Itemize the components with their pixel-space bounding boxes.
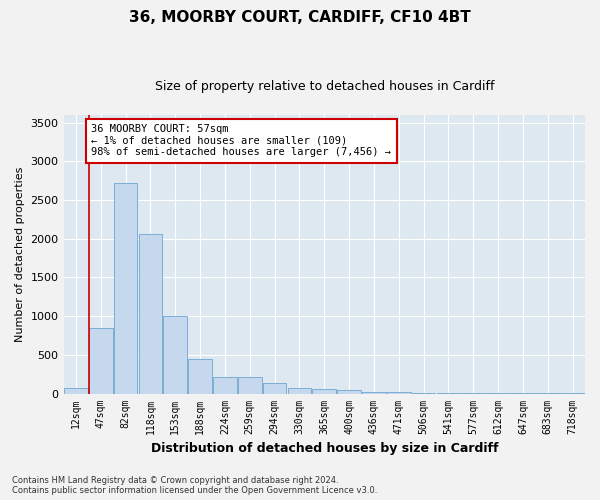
Y-axis label: Number of detached properties: Number of detached properties [15, 166, 25, 342]
Bar [287, 388, 311, 394]
Bar [114, 183, 137, 394]
Bar [313, 390, 336, 394]
Bar [89, 328, 113, 394]
Bar [387, 392, 410, 394]
Title: Size of property relative to detached houses in Cardiff: Size of property relative to detached ho… [155, 80, 494, 93]
Bar [337, 390, 361, 394]
Text: 36 MOORBY COURT: 57sqm
← 1% of detached houses are smaller (109)
98% of semi-det: 36 MOORBY COURT: 57sqm ← 1% of detached … [91, 124, 391, 158]
Text: 36, MOORBY COURT, CARDIFF, CF10 4BT: 36, MOORBY COURT, CARDIFF, CF10 4BT [129, 10, 471, 25]
X-axis label: Distribution of detached houses by size in Cardiff: Distribution of detached houses by size … [151, 442, 498, 455]
Bar [188, 358, 212, 394]
Bar [362, 392, 386, 394]
Text: Contains HM Land Registry data © Crown copyright and database right 2024.
Contai: Contains HM Land Registry data © Crown c… [12, 476, 377, 495]
Bar [163, 316, 187, 394]
Bar [412, 393, 436, 394]
Bar [238, 378, 262, 394]
Bar [139, 234, 162, 394]
Bar [64, 388, 88, 394]
Bar [213, 376, 237, 394]
Bar [263, 382, 286, 394]
